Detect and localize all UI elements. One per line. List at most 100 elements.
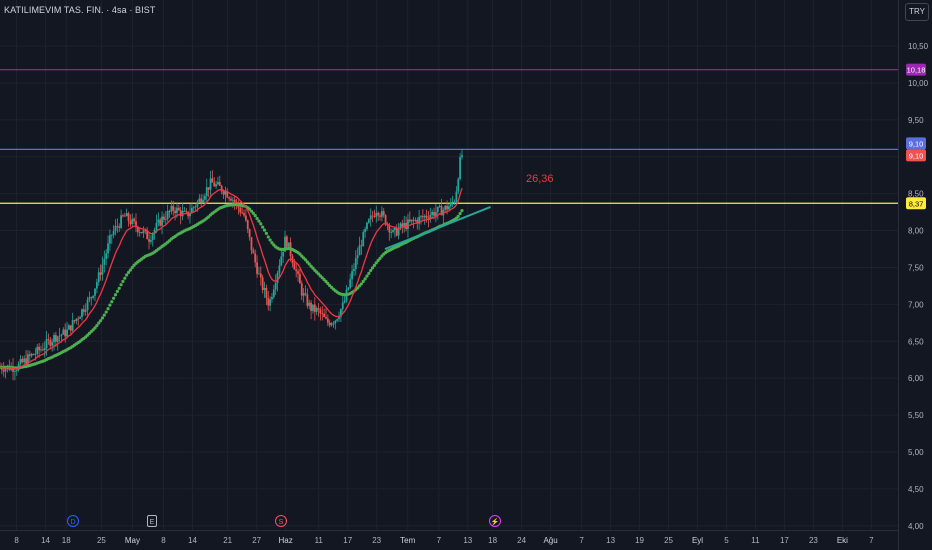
currency-button[interactable]: TRY xyxy=(905,3,929,21)
price-tick-label: 4,00 xyxy=(908,522,924,531)
candle-body xyxy=(235,202,238,203)
candle-body xyxy=(284,236,286,252)
candle-body xyxy=(112,230,115,235)
candle-body xyxy=(293,263,296,270)
candle-body xyxy=(60,334,63,336)
slow-ema-point xyxy=(248,207,252,211)
candle-body xyxy=(215,184,217,187)
candle-body xyxy=(382,211,385,216)
candle-body xyxy=(367,219,370,223)
candle-body xyxy=(440,205,443,216)
candle-body xyxy=(451,201,454,203)
candle-body xyxy=(420,216,422,218)
dividend-icon: D xyxy=(70,519,75,526)
candle-body xyxy=(263,287,266,291)
candle-body xyxy=(431,211,434,216)
candle-body xyxy=(231,199,234,201)
price-tags: 10,18 9,10 9,10 8,37 xyxy=(906,63,926,210)
candle-body xyxy=(198,198,201,202)
candle-body xyxy=(194,206,197,208)
candle-body xyxy=(196,201,199,207)
slow-ema-point xyxy=(264,231,268,236)
candle-body xyxy=(448,206,450,210)
candle-body xyxy=(412,219,415,221)
candle-body xyxy=(453,201,456,203)
candle-body xyxy=(107,243,109,254)
candle-body xyxy=(256,262,258,274)
candle-body xyxy=(172,205,175,211)
time-tick-label: May xyxy=(125,536,140,545)
candle-body xyxy=(399,223,402,229)
candle-body xyxy=(109,235,111,244)
price-tick-label: 7,50 xyxy=(908,263,924,272)
slow-ema-point xyxy=(100,316,105,320)
candle-body xyxy=(285,236,288,247)
fast-ema-line xyxy=(0,188,463,370)
candle-body xyxy=(380,211,383,217)
time-tick-label: Haz xyxy=(279,536,293,545)
candle-body xyxy=(312,304,314,311)
candle-body xyxy=(151,234,154,241)
candle-body xyxy=(45,339,48,349)
price-level-lines xyxy=(0,69,898,204)
candle-body xyxy=(110,234,113,236)
candle-body xyxy=(157,219,160,223)
candle-body xyxy=(2,369,5,372)
candle-body xyxy=(161,216,163,226)
candle-body xyxy=(21,359,24,363)
candle-body xyxy=(261,277,264,291)
candle-body xyxy=(177,207,180,211)
candle-body xyxy=(222,191,225,195)
candle-body xyxy=(403,222,406,227)
slow-ema-point xyxy=(270,241,274,245)
candle-body xyxy=(394,227,396,231)
price-tick-label: 9,50 xyxy=(908,116,924,125)
slow-ema-point xyxy=(106,307,110,311)
candle-body xyxy=(43,348,46,351)
price-tag-9-10: 9,10 xyxy=(909,139,924,148)
slow-ema-point xyxy=(363,277,367,281)
candle-body xyxy=(343,300,346,303)
candle-body xyxy=(250,237,253,251)
slow-ema-point xyxy=(110,300,114,304)
candle-body xyxy=(204,196,206,200)
time-tick-label: 27 xyxy=(252,536,261,545)
candle-body xyxy=(295,269,298,272)
candle-body xyxy=(192,207,195,209)
candle-body xyxy=(421,216,424,218)
candle-body xyxy=(213,182,216,187)
price-tick-label: 8,00 xyxy=(908,227,924,236)
candle-body xyxy=(254,253,257,263)
price-tag-9-10-bg xyxy=(906,137,926,150)
time-tick-label: 8 xyxy=(161,536,166,545)
candle-body xyxy=(269,299,272,306)
candle-body xyxy=(118,226,121,228)
candle-body xyxy=(230,198,232,201)
candle-body xyxy=(224,191,227,195)
flash-icon: ⚡ xyxy=(491,517,500,526)
candle-body xyxy=(358,245,361,256)
candle-body xyxy=(317,308,320,310)
price-tick-label: 10,00 xyxy=(908,79,929,88)
trendline-series xyxy=(384,206,491,250)
slow-ema-point xyxy=(259,222,263,226)
slow-ema-point xyxy=(249,209,254,213)
slow-ema-point xyxy=(104,310,108,314)
slow-ema-point xyxy=(356,286,360,290)
candle-body xyxy=(408,219,411,222)
candle-body xyxy=(103,259,106,265)
candle-body xyxy=(271,296,273,300)
candle-body xyxy=(418,216,421,224)
time-tick-label: 24 xyxy=(517,536,526,545)
candle-body xyxy=(356,255,359,259)
candle-body xyxy=(241,212,244,214)
candle-body xyxy=(392,230,394,233)
candle-body xyxy=(226,191,229,198)
slow-ema-point xyxy=(326,281,330,286)
time-tick-label: 7 xyxy=(869,536,874,545)
candle-body xyxy=(243,213,245,216)
time-tick-label: 13 xyxy=(463,536,472,545)
time-tick-label: 14 xyxy=(41,536,50,545)
candle-body xyxy=(246,220,249,230)
